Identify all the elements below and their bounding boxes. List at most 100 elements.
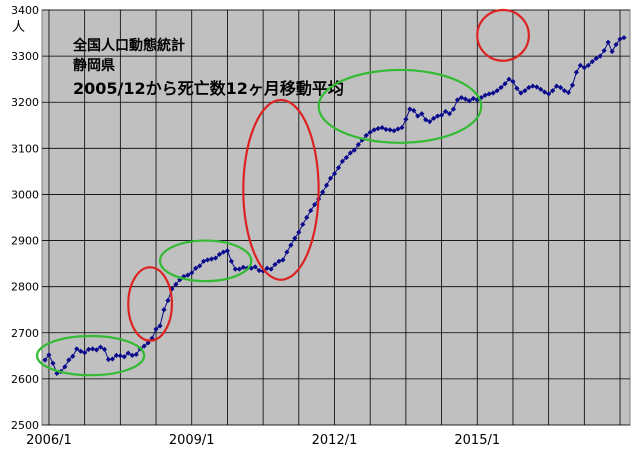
- data-point: [256, 267, 262, 274]
- data-point: [550, 88, 556, 94]
- data-point: [351, 147, 357, 153]
- data-point: [363, 132, 369, 139]
- data-point: [212, 255, 219, 261]
- data-point: [185, 272, 191, 278]
- data-point: [216, 251, 223, 257]
- data-point: [232, 266, 238, 272]
- data-point: [339, 158, 346, 164]
- data-point: [272, 261, 278, 268]
- data-point: [312, 201, 318, 208]
- data-point: [327, 175, 334, 181]
- grid-layer: [42, 9, 630, 426]
- x-axis-ticks: 2006/1 2009/1 2012/1 2015/1: [26, 433, 500, 448]
- data-point: [542, 89, 548, 95]
- y-tick-label: 3400: [11, 4, 39, 17]
- y-tick-label: 3000: [11, 188, 39, 201]
- data-point: [470, 95, 476, 102]
- data-point: [395, 126, 401, 132]
- y-tick-label: 2900: [11, 235, 39, 248]
- data-point: [355, 142, 361, 148]
- data-point: [538, 86, 544, 92]
- data-point: [387, 127, 393, 133]
- data-point: [522, 88, 528, 94]
- data-point: [264, 265, 270, 271]
- y-tick-label: 2600: [11, 373, 39, 386]
- data-point: [347, 150, 353, 156]
- data-point: [304, 214, 310, 221]
- data-point: [236, 266, 242, 272]
- data-point: [193, 265, 199, 271]
- data-point: [454, 97, 461, 103]
- x-tick-label: 2009/1: [169, 433, 215, 448]
- data-point: [494, 88, 500, 94]
- data-point: [585, 62, 591, 68]
- data-point: [268, 266, 274, 272]
- data-point: [569, 82, 576, 88]
- data-point: [561, 88, 568, 94]
- data-point: [435, 113, 441, 119]
- data-point: [438, 112, 445, 118]
- data-point: [593, 55, 599, 62]
- data-point: [498, 84, 504, 91]
- data-point: [502, 81, 508, 87]
- data-point: [93, 347, 100, 353]
- data-point: [204, 257, 211, 263]
- data-point: [82, 350, 88, 356]
- data-point: [514, 85, 520, 91]
- data-point: [97, 344, 104, 350]
- data-point: [46, 352, 52, 358]
- data-point: [518, 90, 524, 96]
- data-point: [42, 357, 48, 363]
- data-point: [462, 96, 468, 102]
- data-point: [323, 182, 330, 188]
- data-point: [208, 256, 215, 262]
- data-point: [589, 59, 595, 65]
- highlight-ellipse: [158, 239, 253, 283]
- data-point: [308, 207, 314, 214]
- data-point: [379, 124, 385, 131]
- y-axis-ticks: 2500 2600 2700 2800 2900 3000 3100 3200 3300 3400: [11, 4, 39, 432]
- data-point: [292, 235, 298, 241]
- data-point: [391, 128, 397, 134]
- data-point: [478, 95, 484, 101]
- highlight-ellipse: [476, 8, 530, 62]
- data-point: [399, 124, 405, 131]
- data-point: [490, 90, 496, 96]
- data-point: [577, 62, 583, 68]
- data-point: [486, 91, 492, 97]
- title-line-1: 全国人口動態統計: [72, 37, 185, 54]
- y-axis-unit-label: 人: [12, 20, 25, 35]
- data-point: [113, 352, 119, 358]
- data-point: [109, 356, 116, 362]
- data-point: [613, 41, 619, 48]
- annotation-layer: [35, 8, 530, 377]
- data-point: [224, 248, 231, 254]
- data-point: [605, 39, 611, 45]
- x-tick-label: 2006/1: [26, 433, 72, 448]
- data-point: [573, 69, 580, 75]
- data-point: [149, 335, 155, 341]
- data-point: [526, 84, 532, 91]
- data-point: [70, 353, 76, 359]
- data-point: [411, 107, 417, 114]
- data-point: [466, 98, 472, 104]
- highlight-ellipse: [35, 334, 146, 377]
- data-point: [50, 360, 56, 366]
- data-point: [117, 353, 123, 359]
- data-point: [121, 354, 127, 360]
- y-tick-label: 3300: [11, 50, 39, 63]
- data-point: [474, 97, 480, 103]
- data-point: [197, 263, 203, 269]
- data-point: [423, 117, 429, 123]
- data-point: [343, 154, 349, 161]
- y-tick-label: 2800: [11, 281, 39, 294]
- data-point: [482, 92, 488, 98]
- data-point: [510, 78, 516, 85]
- data-point: [534, 84, 540, 90]
- data-point: [367, 129, 373, 135]
- chart-title: 全国人口動態統計 静岡県 2005/12から死亡数12ヶ月移動平均: [72, 37, 344, 98]
- data-point: [320, 189, 326, 195]
- data-point: [597, 53, 603, 59]
- data-point: [335, 165, 342, 171]
